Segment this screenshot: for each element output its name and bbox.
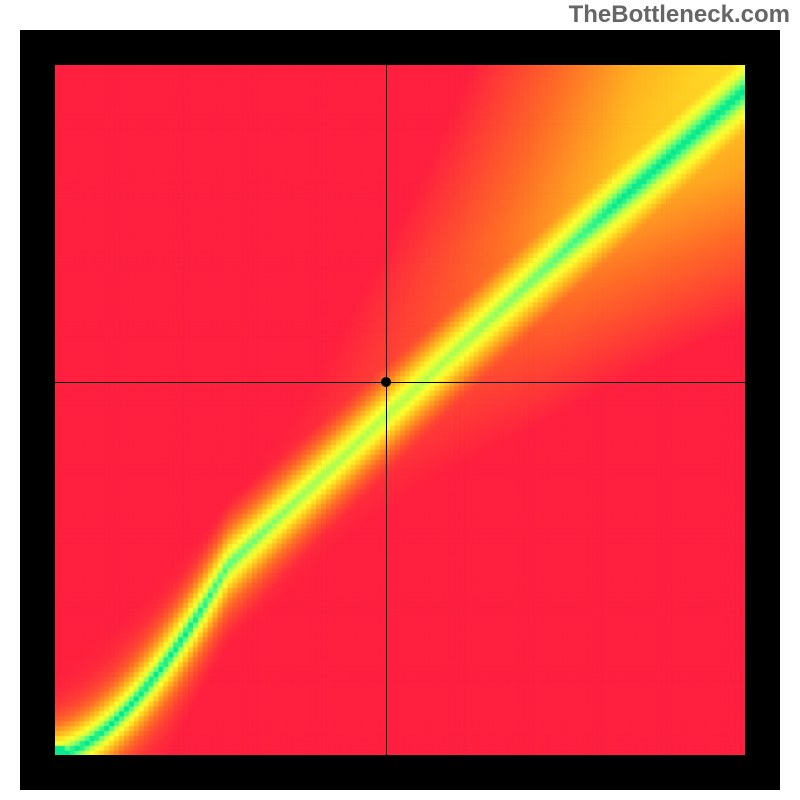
heatmap-plot [20,30,780,790]
crosshair-horizontal [55,382,745,383]
crosshair-vertical [386,65,387,755]
watermark-text: TheBottleneck.com [0,0,800,30]
heatmap-canvas [55,65,745,755]
